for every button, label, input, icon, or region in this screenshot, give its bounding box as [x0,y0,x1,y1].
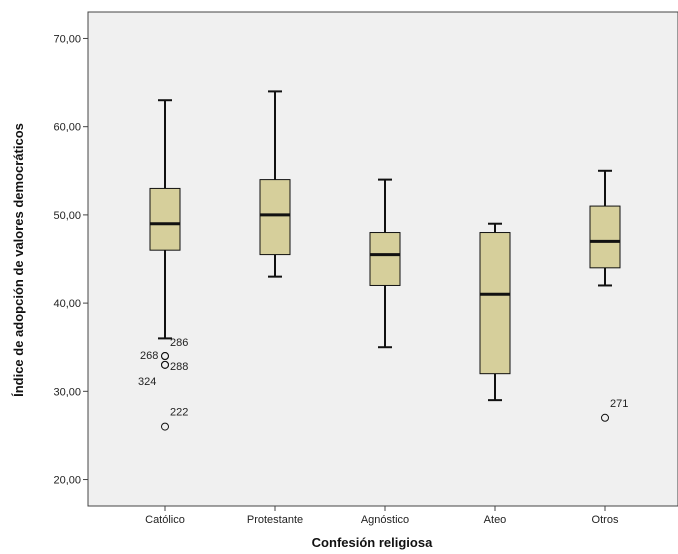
y-tick-label: 20,00 [53,475,81,487]
y-axis-title: Índice de adopción de valores democrátic… [11,123,26,397]
outlier-label: 271 [610,398,628,410]
x-tick-label: Otros [592,514,619,526]
outlier-label: 324 [138,376,156,388]
outlier-point [161,422,169,431]
box-group-agnóstico [369,178,401,349]
iqr-box [369,232,401,286]
y-tick-label: 60,00 [53,122,81,134]
x-tick-label: Agnóstico [361,514,409,526]
box-group-católico [149,99,181,340]
iqr-box [259,179,291,256]
x-axis-title: Confesión religiosa [312,535,433,550]
x-tick-label: Ateo [484,514,507,526]
outlier-point [161,360,169,369]
x-tick-label: Protestante [247,514,303,526]
y-tick-label: 40,00 [53,298,81,310]
box-group-ateo [479,222,511,402]
box-group-protestante [259,90,291,278]
iqr-box [589,205,621,269]
box-group-otros [589,169,621,287]
x-tick-label: Católico [145,514,185,526]
outlier-point [161,352,169,361]
outlier-label: 222 [170,407,188,419]
outlier-label: 268 [140,350,158,362]
iqr-box [149,187,181,251]
outlier-point [601,413,609,422]
outlier-label: 288 [170,361,188,373]
y-tick-label: 30,00 [53,386,81,398]
outlier-label: 286 [170,337,188,349]
boxes: 268 286 288 324 222 271 [138,90,628,431]
y-axis: 20,00 30,00 40,00 50,00 60,00 70,00 [53,33,88,487]
x-axis: Católico Protestante Agnóstico Ateo Otros [145,506,619,526]
y-tick-label: 70,00 [53,33,81,45]
y-tick-label: 50,00 [53,210,81,222]
iqr-box [479,232,511,375]
